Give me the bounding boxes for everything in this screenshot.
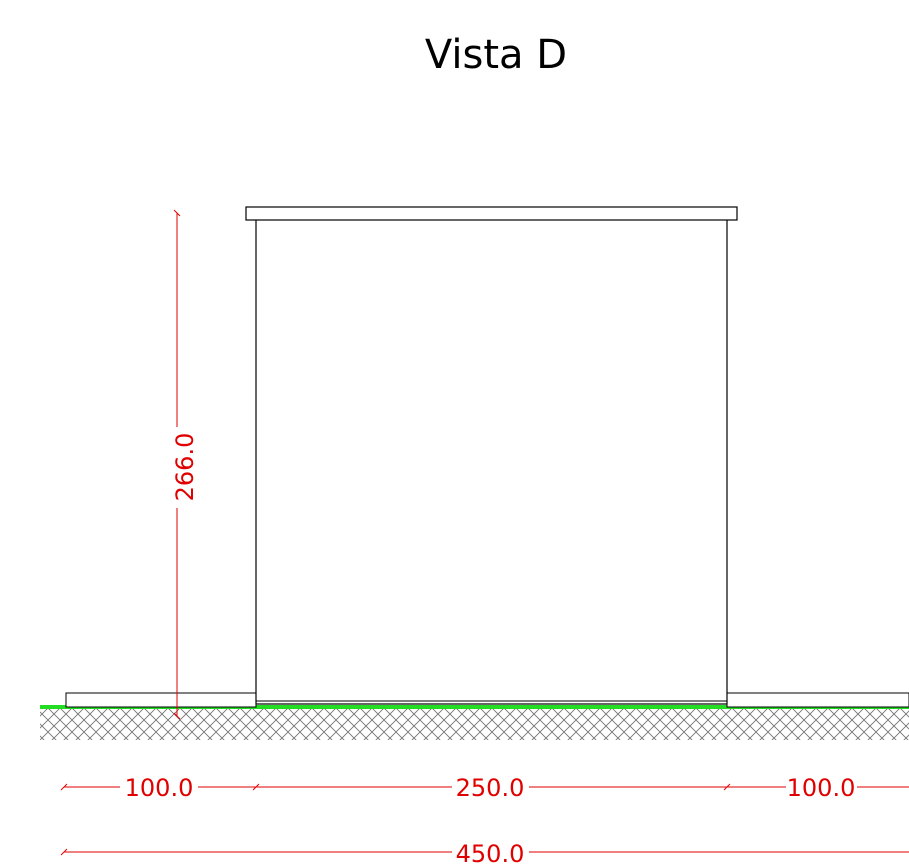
right-slab xyxy=(726,692,909,708)
view-title: Vista D xyxy=(425,32,567,78)
total-dimension-label: 450.0 xyxy=(456,840,525,864)
left-slab xyxy=(65,692,257,708)
right-side-dimension-label: 100.0 xyxy=(787,774,856,802)
left-side-dimension-label: 100.0 xyxy=(125,774,194,802)
ground-hatch xyxy=(40,708,909,740)
total-dimension: 450.0 xyxy=(60,840,909,864)
height-dimension: 266.0 xyxy=(171,209,199,720)
segment-dimensions: 100.0 250.0 100.0 xyxy=(60,774,909,802)
center-dimension-label: 250.0 xyxy=(456,774,525,802)
module-body xyxy=(255,218,728,705)
roof-cap xyxy=(245,206,738,221)
height-dimension-label: 266.0 xyxy=(171,433,199,502)
